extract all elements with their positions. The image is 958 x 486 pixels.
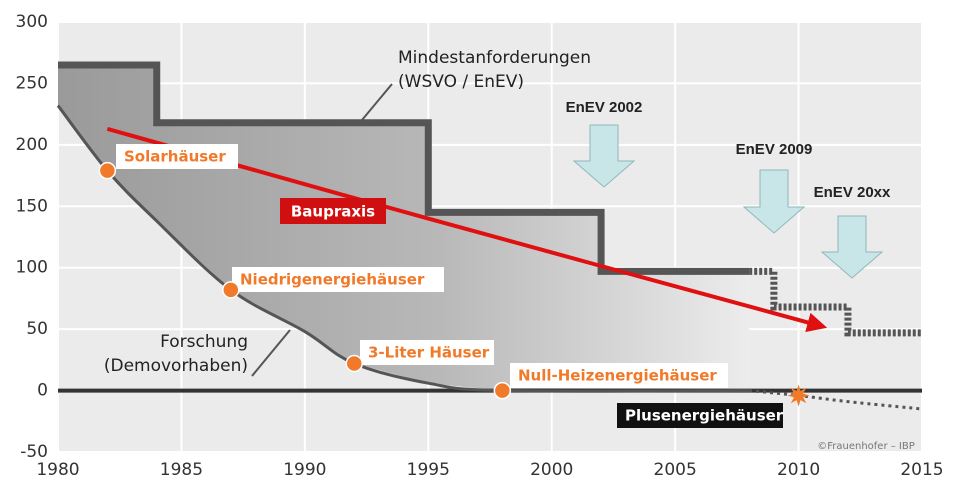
point-label: 3-Liter Häuser (368, 344, 490, 362)
point-label: Solarhäuser (124, 148, 226, 166)
x-tick-label: 1985 (160, 460, 203, 480)
point-label-box (617, 403, 783, 428)
point-label-box (510, 363, 728, 388)
credit: ©Frauenhofer – IBP (817, 441, 915, 452)
y-tick-label: 100 (16, 258, 48, 278)
point-marker (493, 381, 512, 400)
connector (251, 329, 291, 377)
x-tick-label: 2005 (654, 460, 697, 480)
x-tick-label: 2015 (900, 460, 943, 480)
connector (361, 83, 393, 121)
annotation: Forschung (160, 332, 248, 352)
point-marker (222, 281, 240, 299)
enev-arrow (572, 124, 636, 188)
research-curve (749, 389, 923, 411)
annotation: Mindestanforderungen (398, 48, 591, 68)
y-tick-label: 250 (16, 73, 48, 93)
enev-label: EnEV 20xx (814, 184, 891, 201)
x-tick-label: 1990 (283, 460, 326, 480)
x-tick-label: 2010 (777, 460, 820, 480)
point-label-box (116, 144, 238, 169)
y-tick-label: 50 (26, 319, 48, 339)
requirement-line (58, 61, 750, 275)
point-label: Niedrigenergiehäuser (240, 271, 425, 289)
practice-label: Baupraxis (291, 203, 375, 221)
y-tick-label: 300 (16, 12, 48, 32)
point-marker (787, 384, 810, 407)
x-tick-label: 1980 (36, 460, 79, 480)
requirement-line (749, 267, 922, 337)
y-tick-label: 200 (16, 135, 48, 155)
enev-label: EnEV 2009 (736, 141, 813, 158)
annotation: (Demovorhaben) (104, 356, 248, 376)
enev-arrow (820, 215, 884, 279)
point-marker (98, 161, 117, 180)
enev-label: EnEV 2002 (566, 99, 643, 116)
x-tick-label: 1995 (407, 460, 450, 480)
enev-arrow (742, 169, 806, 234)
x-tick-label: 2000 (530, 460, 573, 480)
practice-label-box (280, 198, 386, 224)
y-tick-label: 150 (16, 196, 48, 216)
annotation: (WSVO / EnEV) (398, 72, 524, 92)
y-tick-label: -50 (20, 442, 48, 462)
point-marker (345, 354, 363, 373)
point-label-box (232, 267, 444, 292)
point-label-box (360, 340, 494, 365)
point-label: Null-Heizenergiehäuser (518, 367, 717, 385)
point-label: Plusenergiehäuser (625, 407, 784, 425)
y-tick-label: 0 (37, 381, 48, 401)
